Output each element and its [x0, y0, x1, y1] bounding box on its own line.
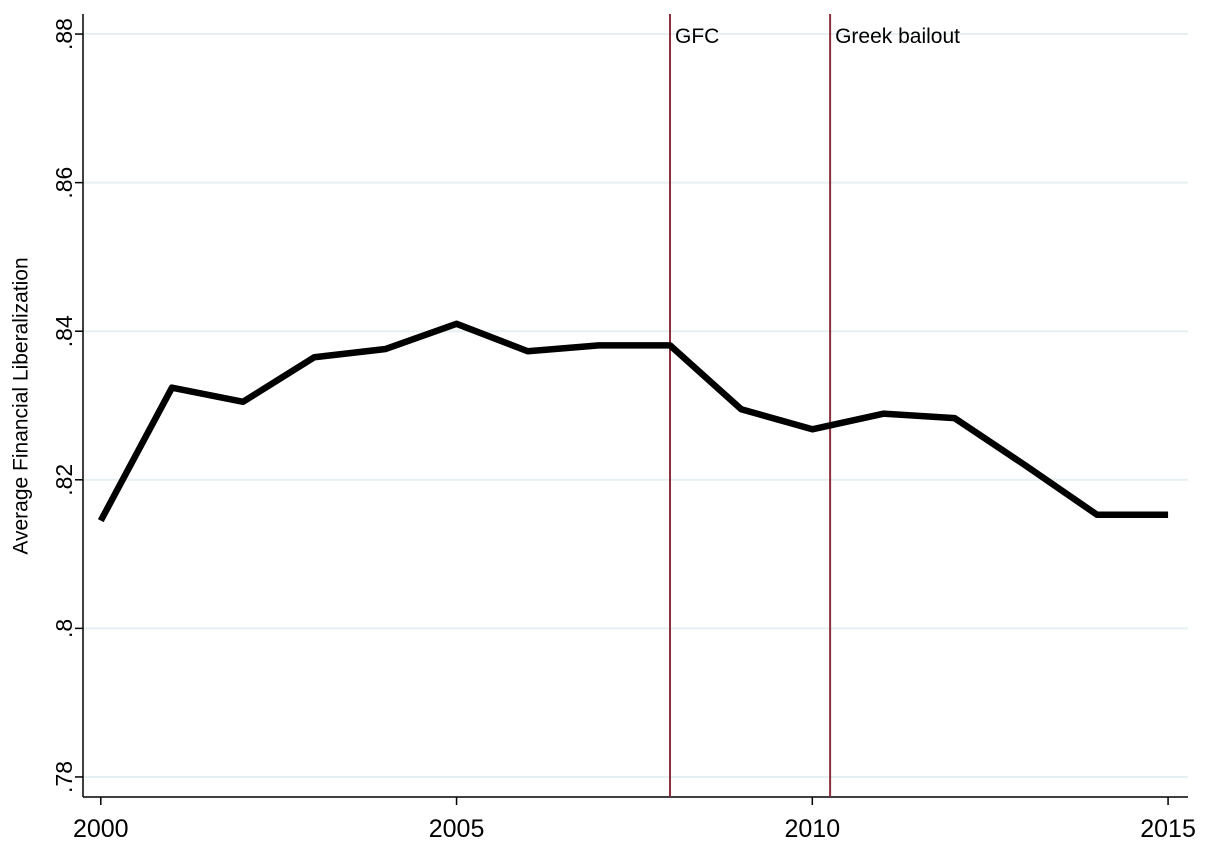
- event-label: Greek bailout: [835, 25, 960, 48]
- y-tick-label: .82: [51, 464, 77, 496]
- x-tick-label: 2010: [785, 815, 841, 843]
- data-line: [97, 320, 1169, 523]
- x-tick-label: 2015: [1140, 815, 1196, 843]
- y-tick-label: .86: [51, 167, 77, 199]
- x-tick-label: 2005: [429, 815, 485, 843]
- y-axis-title: Average Financial Liberalization: [10, 257, 33, 554]
- event-label: GFC: [675, 25, 719, 48]
- y-tick-label: .88: [51, 18, 77, 50]
- y-tick-label: .84: [51, 315, 77, 347]
- x-tick-label: 2000: [73, 815, 129, 843]
- y-tick-label: .78: [51, 761, 77, 793]
- y-tick-label: .8: [51, 619, 77, 638]
